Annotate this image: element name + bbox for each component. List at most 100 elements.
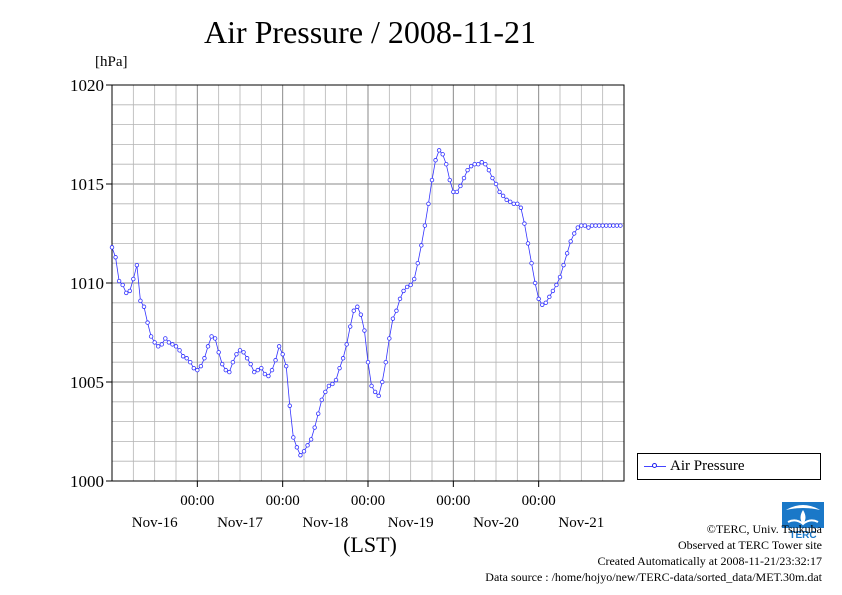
data-point bbox=[127, 288, 132, 294]
legend: Air Pressure bbox=[637, 453, 821, 480]
data-point bbox=[195, 367, 200, 373]
data-point bbox=[173, 344, 179, 349]
x-tick-time-label: 00:00 bbox=[522, 493, 556, 509]
data-point bbox=[259, 365, 264, 371]
data-point bbox=[124, 290, 129, 296]
data-point bbox=[525, 241, 531, 246]
x-axis-label: (LST) bbox=[343, 532, 397, 557]
data-point bbox=[483, 161, 488, 167]
data-point bbox=[163, 336, 168, 341]
data-point bbox=[557, 274, 563, 280]
data-point bbox=[476, 161, 481, 167]
data-point bbox=[593, 223, 598, 228]
chart-title: Air Pressure / 2008-11-21 bbox=[203, 14, 537, 50]
data-point bbox=[479, 160, 484, 165]
x-tick-date-label: Nov-18 bbox=[302, 515, 348, 531]
data-point bbox=[316, 411, 321, 416]
data-point bbox=[419, 243, 424, 248]
data-point bbox=[198, 363, 204, 369]
data-point bbox=[212, 336, 218, 341]
data-point bbox=[358, 312, 364, 317]
data-point bbox=[529, 261, 534, 266]
data-point bbox=[604, 223, 609, 228]
data-point bbox=[383, 360, 388, 365]
data-point bbox=[440, 152, 445, 157]
data-point bbox=[244, 356, 250, 361]
data-point bbox=[572, 231, 577, 236]
data-point bbox=[202, 356, 207, 361]
data-point bbox=[294, 445, 300, 450]
data-point bbox=[298, 453, 303, 458]
data-point bbox=[145, 320, 150, 325]
data-point bbox=[340, 356, 346, 361]
legend-label: Air Pressure bbox=[670, 458, 745, 474]
data-point bbox=[248, 361, 253, 367]
data-point bbox=[351, 308, 356, 313]
data-point bbox=[159, 342, 164, 347]
data-point bbox=[376, 393, 381, 399]
data-point bbox=[166, 340, 172, 345]
data-point bbox=[550, 288, 556, 294]
data-point bbox=[397, 296, 403, 302]
data-point bbox=[223, 367, 228, 373]
data-point bbox=[387, 336, 392, 341]
data-point bbox=[308, 437, 314, 442]
data-point bbox=[148, 334, 154, 339]
data-point bbox=[465, 167, 470, 173]
credits-block: ©TERC, Univ. Tsukuba Observed at TERC To… bbox=[485, 521, 822, 585]
data-point bbox=[454, 189, 460, 195]
data-point bbox=[116, 278, 122, 284]
data-point bbox=[319, 397, 324, 403]
data-point bbox=[618, 223, 623, 228]
data-point bbox=[323, 389, 328, 395]
data-point bbox=[252, 369, 257, 375]
data-point bbox=[504, 197, 509, 203]
data-point bbox=[472, 161, 477, 167]
data-point bbox=[547, 294, 552, 300]
data-point bbox=[575, 225, 580, 230]
data-point bbox=[490, 175, 495, 181]
data-point bbox=[493, 181, 499, 187]
credits-source: Data source : /home/hojyo/new/TERC-data/… bbox=[485, 570, 822, 584]
data-point bbox=[312, 425, 317, 430]
data-point bbox=[348, 324, 353, 329]
data-point bbox=[188, 360, 193, 365]
data-point bbox=[447, 177, 452, 183]
data-point bbox=[458, 183, 463, 189]
data-point bbox=[152, 340, 157, 345]
data-point bbox=[408, 282, 413, 288]
data-point bbox=[390, 316, 396, 321]
data-point bbox=[191, 365, 196, 371]
data-point bbox=[209, 334, 214, 339]
data-point bbox=[177, 348, 182, 353]
data-point bbox=[451, 189, 456, 195]
data-point bbox=[586, 225, 591, 230]
y-tick-label: 1015 bbox=[70, 175, 104, 194]
terc-logo-icon: TERC bbox=[782, 502, 824, 540]
data-point bbox=[216, 350, 221, 355]
data-point bbox=[156, 344, 161, 349]
x-tick-date-label: Nov-17 bbox=[217, 515, 263, 531]
data-point bbox=[326, 383, 332, 389]
data-point bbox=[180, 354, 186, 359]
data-point bbox=[412, 276, 417, 282]
data-point bbox=[380, 379, 385, 385]
data-point bbox=[220, 361, 225, 367]
data-point bbox=[141, 304, 147, 309]
data-point bbox=[291, 435, 296, 440]
data-point bbox=[582, 223, 588, 228]
data-point bbox=[394, 308, 399, 313]
data-point bbox=[262, 371, 268, 377]
data-point bbox=[415, 261, 420, 266]
x-tick-time-label: 00:00 bbox=[436, 493, 470, 509]
x-tick-date-label: Nov-20 bbox=[473, 515, 519, 531]
data-point bbox=[365, 360, 371, 365]
data-point bbox=[429, 177, 435, 183]
data-point bbox=[109, 245, 115, 250]
data-point bbox=[444, 161, 449, 167]
data-point bbox=[511, 201, 516, 206]
data-point bbox=[554, 282, 559, 288]
svg-text:TERC: TERC bbox=[789, 530, 816, 540]
data-point bbox=[205, 344, 211, 349]
data-point bbox=[170, 342, 175, 347]
